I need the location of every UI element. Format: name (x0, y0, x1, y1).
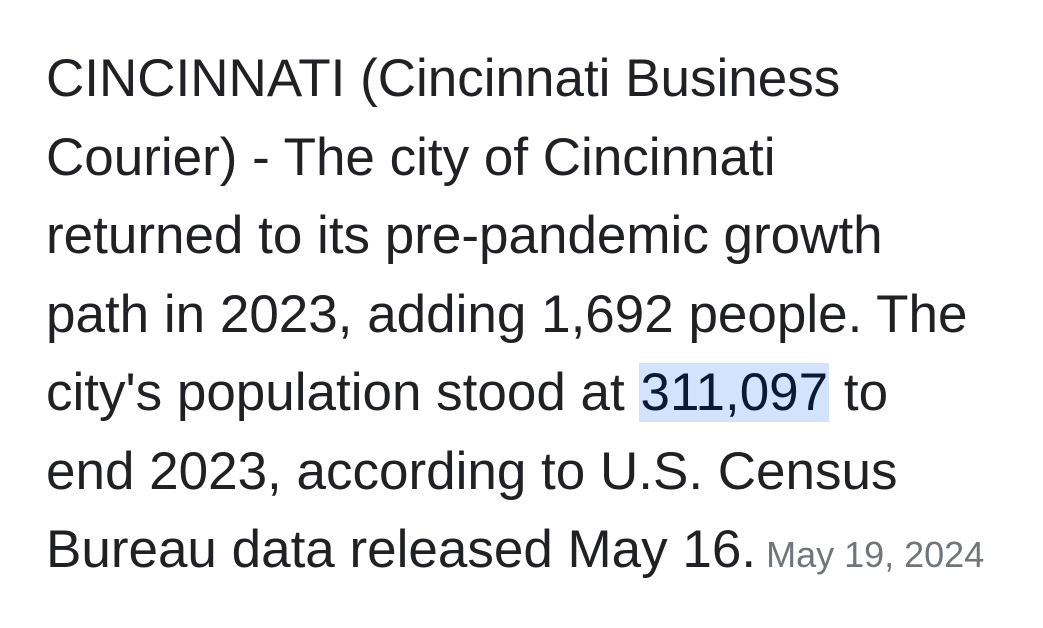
snippet-line: city's population stood at 311,097 to (46, 354, 1036, 433)
snippet-line: Bureau data released May 16. May 19, 2024 (46, 511, 1036, 595)
snippet-text: Bureau data released May 16. (46, 520, 757, 579)
snippet-line: end 2023, according to U.S. Census (46, 441, 898, 501)
highlighted-text: 311,097 (639, 363, 830, 422)
snippet-date: May 19, 2024 (766, 534, 985, 575)
snippet-line: CINCINNATI (Cincinnati Business (46, 49, 841, 108)
snippet-text: city's population stood at (46, 363, 640, 422)
search-snippet: CINCINNATI (Cincinnati Business Courier)… (46, 40, 1036, 595)
snippet-line: returned to its pre-pandemic growth (46, 206, 883, 265)
snippet-line: path in 2023, adding 1,692 people. The (46, 284, 968, 344)
snippet-text: to (829, 363, 889, 422)
snippet-line: Courier) - The city of Cincinnati (46, 127, 776, 187)
